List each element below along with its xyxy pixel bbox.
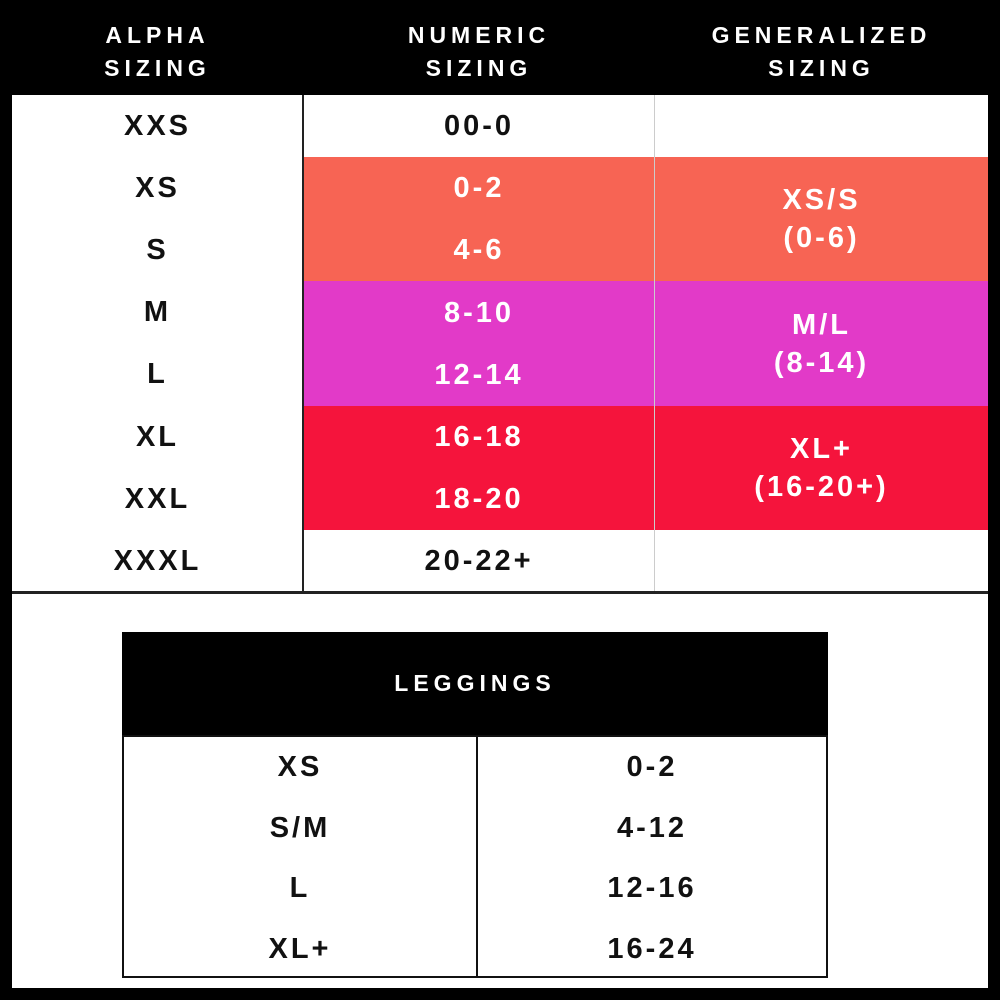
header-line: NUMERIC (407, 21, 551, 48)
numeric-size: 16-18 (434, 420, 524, 453)
numeric-cell: 20-22+ (303, 530, 655, 592)
numeric-size: 00-0 (443, 110, 515, 143)
generalized-cell: M/L (8-14) (655, 281, 988, 406)
leggings-alpha-size: S/M (269, 811, 331, 844)
alpha-cell: XXS (12, 95, 303, 157)
alpha-cell: XS (12, 157, 303, 219)
column-divider (302, 95, 304, 592)
leggings-numeric-cell: 0-2 (478, 737, 826, 798)
numeric-cell: 0-2 (303, 157, 655, 220)
leggings-alpha-size: L (289, 872, 311, 905)
generalized-cell: XS/S (0-6) (655, 157, 988, 282)
column-divider (654, 95, 655, 592)
generalized-range: (8-14) (773, 346, 870, 379)
numeric-cell: 16-18 (303, 405, 655, 469)
leggings-alpha-cell: S/M (124, 798, 476, 859)
numeric-cell: 8-10 (303, 281, 655, 344)
alpha-cell: M (12, 281, 303, 343)
numeric-size: 20-22+ (424, 544, 534, 577)
column-header: GENERALIZED SIZING (655, 8, 988, 95)
numeric-size: 18-20 (434, 482, 524, 515)
header-line: SIZING (104, 54, 211, 81)
alpha-cell: XXL (12, 468, 303, 530)
section-divider (12, 591, 988, 594)
numeric-size: 0-2 (453, 172, 505, 205)
column-header: ALPHA SIZING (12, 8, 303, 95)
leggings-numeric-cell: 12-16 (478, 858, 826, 919)
leggings-title: LEGGINGS (122, 632, 828, 735)
leggings-alpha-size: XL+ (268, 932, 332, 965)
generalized-label: XS/S (782, 184, 861, 217)
alpha-size: L (147, 358, 168, 391)
leggings-alpha-cell: XL+ (124, 919, 476, 980)
column-header: NUMERIC SIZING (303, 8, 655, 95)
alpha-size: S (146, 234, 169, 267)
generalized-label: M/L (792, 308, 851, 341)
alpha-cell: L (12, 343, 303, 405)
header-line: SIZING (768, 54, 875, 81)
header-line: ALPHA (105, 21, 210, 48)
alpha-cell: XXXL (12, 530, 303, 592)
leggings-alpha-cell: L (124, 858, 476, 919)
alpha-size: XS (135, 172, 180, 205)
numeric-size: 8-10 (443, 296, 515, 329)
alpha-size: XL (135, 420, 180, 453)
leggings-numeric-size: 0-2 (626, 751, 678, 784)
leggings-numeric-cell: 4-12 (478, 798, 826, 859)
header-line: SIZING (425, 54, 533, 81)
numeric-cell: 18-20 (303, 467, 655, 531)
leggings-numeric-cell: 16-24 (478, 919, 826, 980)
generalized-range: (0-6) (783, 222, 860, 255)
leggings-alpha-cell: XS (124, 737, 476, 798)
leggings-numeric-size: 12-16 (607, 872, 697, 905)
generalized-cell: XL+ (16-20+) (655, 405, 988, 531)
alpha-size: M (143, 296, 172, 329)
generalized-label: XL+ (790, 432, 853, 465)
numeric-size: 4-6 (453, 234, 505, 267)
alpha-size: XXS (123, 110, 192, 143)
generalized-range: (16-20+) (754, 470, 889, 503)
leggings-body (122, 735, 828, 978)
leggings-alpha-size: XS (277, 751, 323, 784)
leggings-numeric-size: 16-24 (607, 932, 697, 965)
alpha-cell: S (12, 219, 303, 281)
header-line: GENERALIZED (711, 21, 932, 48)
numeric-cell: 00-0 (303, 95, 655, 157)
leggings-title-text: LEGGINGS (394, 670, 556, 696)
alpha-size: XXXL (113, 544, 202, 577)
numeric-cell: 4-6 (303, 219, 655, 282)
column-divider (476, 735, 478, 978)
numeric-size: 12-14 (434, 358, 524, 391)
leggings-numeric-size: 4-12 (616, 811, 688, 844)
alpha-cell: XL (12, 406, 303, 468)
alpha-size: XXL (124, 482, 191, 515)
numeric-cell: 12-14 (303, 343, 655, 406)
